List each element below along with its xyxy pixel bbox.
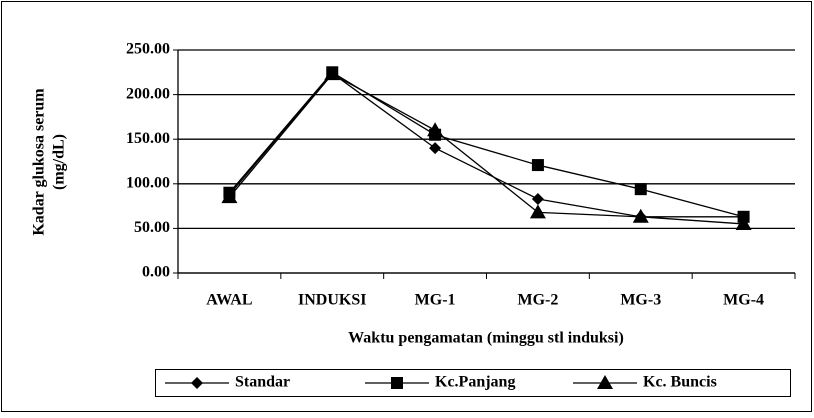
marker-triangle <box>221 189 238 204</box>
x-axis-title: Waktu pengamatan (minggu stl induksi) <box>348 330 624 347</box>
marker-square <box>634 183 647 196</box>
legend-label: Kc.Panjang <box>435 374 515 391</box>
x-tick-label: AWAL <box>206 292 252 309</box>
x-tick-label: MG-2 <box>517 292 558 309</box>
marker-triangle <box>632 208 649 223</box>
x-tick-label: MG-3 <box>620 292 661 309</box>
x-tick-label: MG-4 <box>723 292 764 309</box>
x-tick-label: MG-1 <box>415 292 456 309</box>
y-tick-label: 250.00 <box>126 41 170 58</box>
marker-triangle <box>735 215 752 230</box>
y-label-line: (mg/dL) <box>51 134 68 190</box>
legend-marker <box>597 375 613 389</box>
y-tick-label: 100.00 <box>126 174 170 191</box>
marker-triangle <box>529 204 546 219</box>
legend-marker <box>391 377 403 389</box>
series-line <box>228 71 744 218</box>
chart-border <box>1 1 812 412</box>
y-tick-label: 50.00 <box>134 219 170 236</box>
marker-diamond <box>531 192 544 205</box>
series-line <box>228 73 744 225</box>
y-label-line: Kadar glukosa serum <box>31 88 48 236</box>
legend-label: Standar <box>235 374 290 391</box>
series-line <box>228 72 744 218</box>
y-axis-title: Kadar glukosa serum (mg/dL) <box>31 88 68 236</box>
marker-triangle <box>427 122 444 137</box>
legend-marker <box>191 377 203 389</box>
y-tick-label: 0.00 <box>142 264 170 281</box>
legend-label: Kc. Buncis <box>643 374 717 391</box>
y-tick-label: 150.00 <box>126 130 170 147</box>
marker-diamond <box>429 142 442 155</box>
marker-triangle <box>324 66 341 81</box>
x-tick-label: INDUKSI <box>298 292 366 309</box>
marker-square <box>531 159 544 172</box>
y-tick-label: 200.00 <box>126 85 170 102</box>
legend-box <box>155 369 791 397</box>
